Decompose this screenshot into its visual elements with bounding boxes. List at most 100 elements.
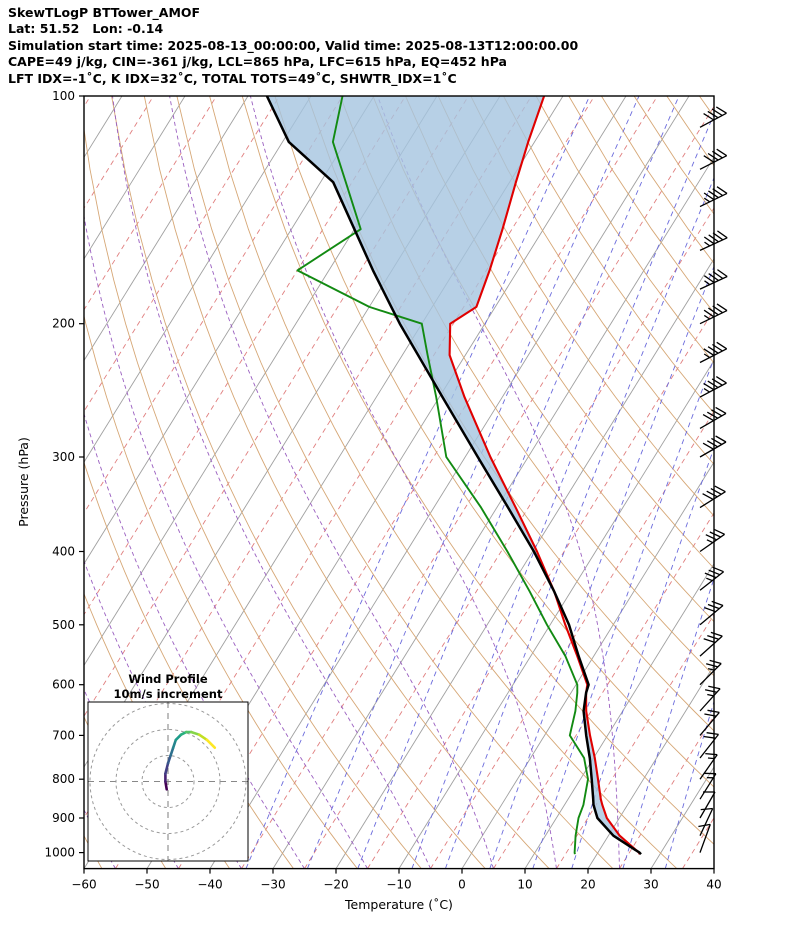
cin-shading xyxy=(583,692,638,852)
x-tick-label: 20 xyxy=(580,878,595,892)
dry-adiabat-line xyxy=(143,96,550,869)
y-tick-label: 800 xyxy=(52,772,75,786)
cin-shading xyxy=(266,96,555,592)
isotherm-line xyxy=(241,105,714,869)
dry-adiabat-line xyxy=(209,96,678,869)
hodograph-subtitle: 10m/s increment xyxy=(114,687,223,701)
wind-barb xyxy=(699,659,722,686)
moist-adiabat-line xyxy=(112,96,431,869)
isotherm-line xyxy=(84,96,186,260)
isotherm-line xyxy=(84,96,375,565)
dry-adiabat-line xyxy=(535,96,714,364)
plot-title: SkewTLogP BTTower_AMOF xyxy=(8,5,201,20)
mixing-ratio-line xyxy=(489,265,714,869)
y-tick-label: 200 xyxy=(52,317,75,331)
dry-adiabat-line xyxy=(241,96,714,845)
x-tick-label: −60 xyxy=(71,878,96,892)
y-tick-label: 700 xyxy=(52,728,75,742)
hodograph-track-segment xyxy=(197,733,209,742)
wind-barb xyxy=(699,148,728,170)
hodograph-track-segment xyxy=(205,738,217,750)
hodograph-track-segment xyxy=(166,754,172,765)
isotherm-line xyxy=(524,562,714,869)
moist-adiabat-line xyxy=(169,96,494,869)
hodograph-track-segment xyxy=(190,730,201,737)
hodograph-track-segment xyxy=(164,761,170,776)
y-axis-label: Pressure (hPa) xyxy=(16,437,31,527)
mixing-ratio-line xyxy=(444,176,714,869)
y-tick-label: 1000 xyxy=(44,846,75,860)
isotherm-line xyxy=(367,308,714,869)
isotherm-line xyxy=(713,867,714,869)
wind-barb xyxy=(699,186,728,208)
wind-barb xyxy=(699,341,728,364)
dry-adiabat-line xyxy=(84,461,294,869)
indices-line-2: LFT IDX=-1˚C, K IDX=32˚C, TOTAL TOTS=49˚… xyxy=(8,70,457,86)
dry-adiabat-line xyxy=(765,96,794,869)
wind-barb xyxy=(699,435,727,458)
hodograph-ring xyxy=(141,755,195,808)
hodograph-track-segment xyxy=(171,738,178,750)
wind-barb xyxy=(699,752,718,780)
wind-barb xyxy=(699,807,714,836)
hodograph-track-segment xyxy=(169,746,175,757)
mixing-ratio-line xyxy=(245,96,591,869)
moist-adiabat-line xyxy=(249,96,557,869)
moist-adiabat-line xyxy=(84,412,305,869)
dry-adiabat-line xyxy=(470,96,714,465)
dry-adiabat-line xyxy=(666,96,714,167)
isotherm-line xyxy=(272,156,714,869)
dry-adiabat-line xyxy=(111,96,486,869)
x-tick-label: −30 xyxy=(260,878,285,892)
wind-barb xyxy=(699,772,717,800)
wind-barb xyxy=(699,485,726,509)
profile-curves xyxy=(265,96,642,856)
wind-barb xyxy=(699,303,728,325)
isotherm-line xyxy=(178,96,658,869)
hodograph-ring xyxy=(115,729,221,834)
location-line: Lat: 51.52 Lon: -0.14 xyxy=(8,21,164,37)
isotherm-line xyxy=(304,207,714,869)
wind-barb xyxy=(699,230,728,251)
wind-barb xyxy=(698,823,711,853)
isotherm-line xyxy=(84,96,280,413)
moist-adiabat-line xyxy=(84,213,368,869)
wind-barb xyxy=(699,600,724,626)
mixing-ratio-line xyxy=(532,357,714,869)
wind-barbs-column xyxy=(698,106,728,853)
wind-barb xyxy=(699,685,721,712)
mixing-ratio-line xyxy=(571,446,714,869)
y-tick-label: 400 xyxy=(52,545,75,559)
x-tick-label: −40 xyxy=(197,878,222,892)
y-tick-label: 600 xyxy=(52,678,75,692)
hodograph-title: Wind Profile xyxy=(128,672,208,686)
x-tick-label: 40 xyxy=(706,878,721,892)
dry-adiabat-line xyxy=(176,96,614,869)
temperature-curve xyxy=(448,96,641,855)
hodograph-inset xyxy=(87,701,249,862)
x-tick-label: 0 xyxy=(458,878,466,892)
wind-barb xyxy=(699,732,720,759)
x-tick-label: 30 xyxy=(643,878,658,892)
y-tick-label: 100 xyxy=(52,89,75,103)
dry-adiabat-line xyxy=(84,126,422,869)
isotherm-line xyxy=(493,512,714,869)
dry-adiabat-line xyxy=(405,96,714,570)
isotherm-line xyxy=(430,410,714,869)
wind-barb xyxy=(699,376,727,398)
isotherm-line xyxy=(84,96,217,311)
isotherm-line xyxy=(84,96,343,514)
wind-barb xyxy=(699,406,727,429)
x-tick-label: 10 xyxy=(517,878,532,892)
isotherm-line xyxy=(115,96,595,869)
dry-adiabat-line xyxy=(274,96,714,788)
mixing-ratio-line xyxy=(664,700,714,869)
dry-adiabat-line xyxy=(437,96,714,517)
hodograph-border xyxy=(87,701,249,862)
mixing-ratio-line xyxy=(306,96,640,869)
wind-barb xyxy=(699,528,725,553)
x-tick-label: −20 xyxy=(323,878,348,892)
mixing-ratio-line xyxy=(357,96,680,869)
